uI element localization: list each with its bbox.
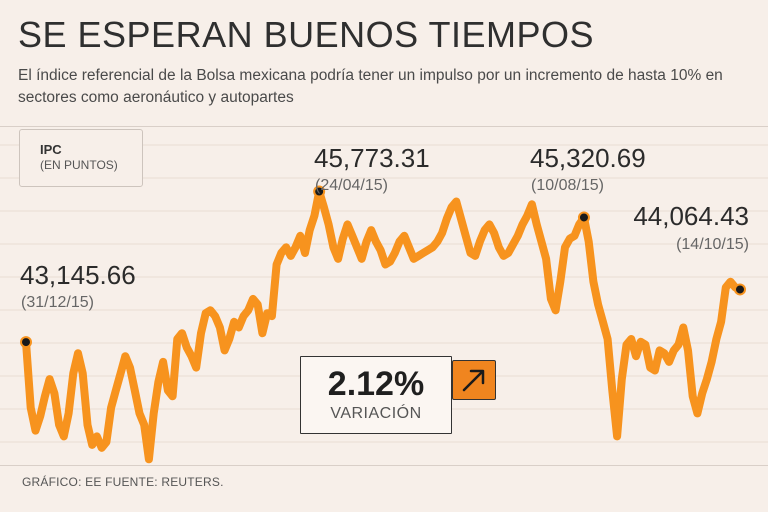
- annotation-date-start: (31/12/15): [21, 294, 94, 311]
- chart-title: SE ESPERAN BUENOS TIEMPOS: [18, 14, 594, 55]
- annotation-value-start: 43,145.66: [20, 260, 136, 290]
- arrow-up-right-icon: [462, 369, 485, 392]
- chart-subtitle: El índice referencial de la Bolsa mexica…: [18, 67, 723, 106]
- annotation-value-peak-april: 45,773.31: [314, 143, 430, 173]
- variation-box: 2.12% VARIACIÓN: [300, 356, 452, 434]
- variation-label: VARIACIÓN: [330, 405, 422, 422]
- legend-box: IPC (EN PUNTOS): [19, 129, 143, 187]
- annotation-date-august: (10/08/15): [531, 177, 604, 194]
- marker-peak-april: [313, 185, 326, 198]
- marker-august: [577, 211, 590, 224]
- annotation-value-end: 44,064.43: [633, 201, 749, 231]
- legend-title: IPC: [40, 142, 62, 157]
- line-chart: 43,145.66 (31/12/15) 45,773.31 (24/04/15…: [0, 143, 768, 464]
- gridlines: [0, 144, 768, 443]
- point-markers: [20, 185, 746, 349]
- annotation-date-peak-april: (24/04/15): [315, 177, 388, 194]
- marker-start: [20, 336, 32, 349]
- annotation-value-august: 45,320.69: [530, 143, 646, 173]
- top-divider: [0, 126, 768, 127]
- bottom-divider: [0, 465, 768, 466]
- annotation-date-end: (14/10/15): [676, 236, 749, 253]
- variation-value: 2.12%: [327, 365, 425, 403]
- variation-direction: [452, 360, 496, 400]
- legend-unit: (EN PUNTOS): [40, 158, 118, 172]
- ipc-line-series: [22, 187, 744, 464]
- source-credit: GRÁFICO: EE FUENTE: REUTERS.: [22, 475, 224, 489]
- marker-end: [734, 283, 746, 296]
